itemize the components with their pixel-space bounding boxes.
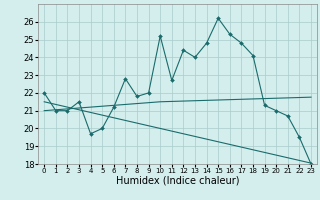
X-axis label: Humidex (Indice chaleur): Humidex (Indice chaleur) — [116, 176, 239, 186]
